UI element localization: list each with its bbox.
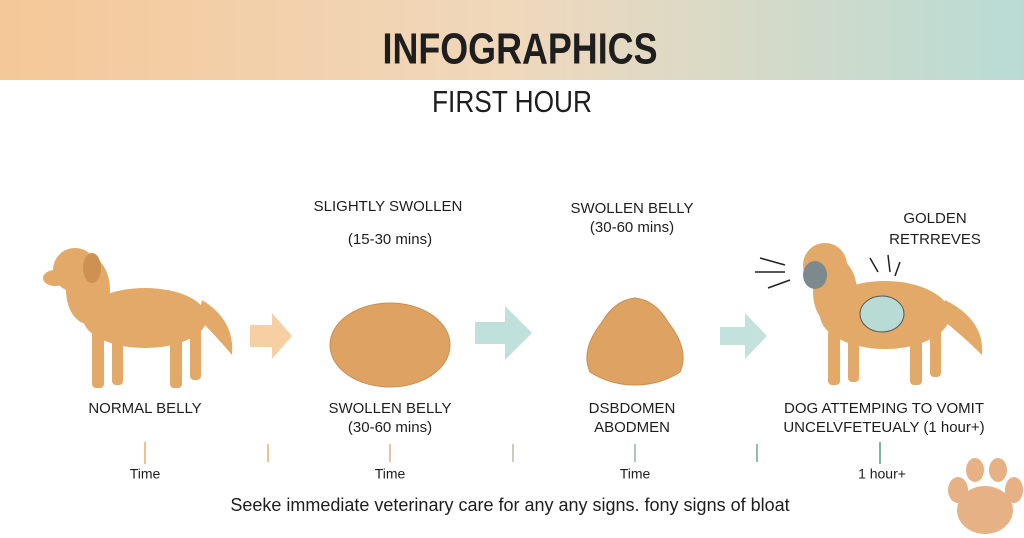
stage-top: GOLDEN — [903, 210, 966, 227]
stage-top: (15-30 mins) — [348, 231, 432, 248]
dog-normal — [43, 248, 233, 388]
timeline-label: 1 hour+ — [858, 466, 906, 482]
stage-top: RETRREVES — [889, 231, 981, 248]
motion-lines — [755, 254, 901, 289]
stage-top: SWOLLEN BELLY — [570, 200, 693, 217]
stage-top: SLIGHTLY SWOLLEN — [314, 198, 463, 215]
arrow — [250, 313, 292, 359]
stage-label: NORMAL BELLY — [88, 400, 201, 417]
header-band — [0, 0, 1024, 80]
stage-label: SWOLLEN BELLY — [328, 400, 451, 417]
timeline-label: Time — [130, 466, 161, 482]
belly-slight — [329, 302, 451, 388]
belly-swollen — [586, 297, 684, 386]
arrow — [475, 306, 532, 360]
paw-icon — [948, 458, 1023, 534]
stage-label: UNCELVFETEUALY (1 hour+) — [783, 419, 984, 436]
captions: NORMAL BELLY SLIGHTLY SWOLLEN (15-30 min… — [88, 198, 984, 515]
subtitle: FIRST HOUR — [432, 84, 592, 119]
stage-label: DOG ATTEMPING TO VOMIT — [784, 400, 984, 417]
stage-label: ABODMEN — [594, 419, 670, 436]
stage-label: (30-60 mins) — [348, 419, 432, 436]
timeline-label: Time — [620, 466, 651, 482]
timeline-ticks — [144, 442, 881, 464]
footer-note: Seeke immediate veterinary care for any … — [230, 495, 789, 515]
stage-top: (30-60 mins) — [590, 219, 674, 236]
timeline-label: Time — [375, 466, 406, 482]
dog-vomiting — [803, 243, 983, 385]
stage-label: DSBDOMEN — [589, 400, 676, 417]
arrow — [720, 313, 767, 359]
title: INFOGRAPHICS — [383, 25, 658, 74]
